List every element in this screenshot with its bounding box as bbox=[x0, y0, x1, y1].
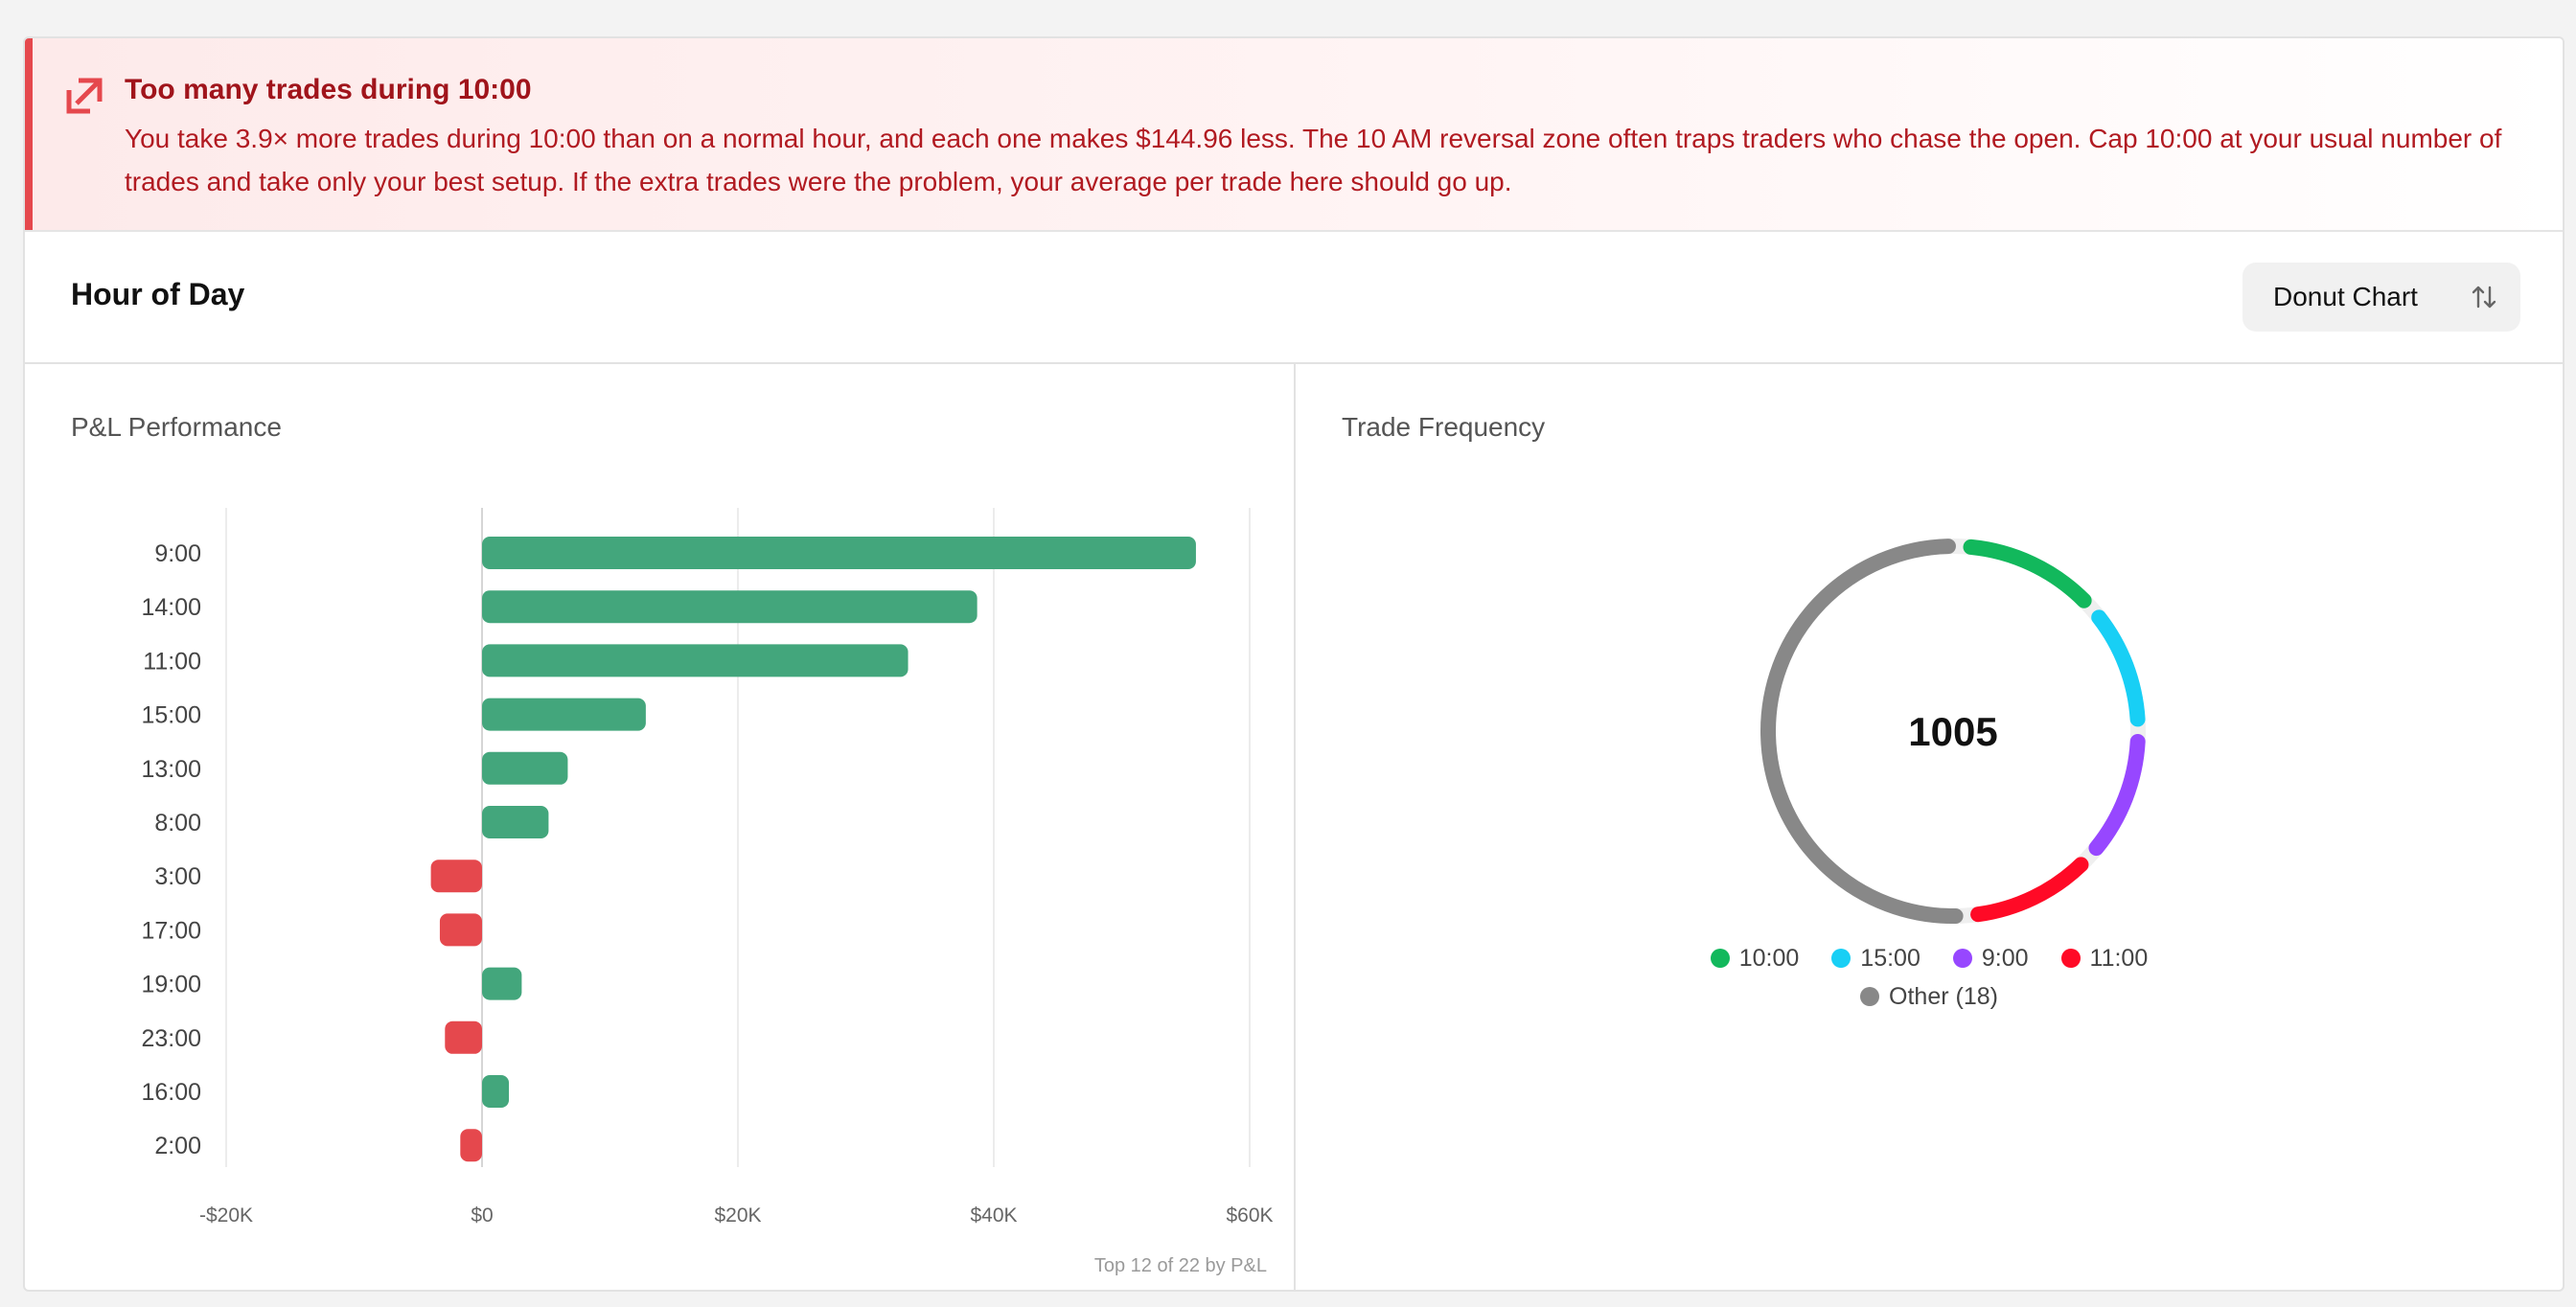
pnl-bar-chart: -$20K $0 $20K $40K $60K 9:00 14:00 11:00 15:00 13… bbox=[141, 508, 1274, 1227]
hour-of-day-card: Too many trades during 10:00 You take 3.… bbox=[23, 36, 2564, 1292]
x-tick-label: $40K bbox=[970, 1204, 1017, 1227]
chart-type-toggle-button[interactable]: Donut Chart bbox=[2242, 263, 2520, 332]
y-category-label: 13:00 bbox=[141, 756, 201, 783]
y-category-label: 17:00 bbox=[141, 917, 201, 944]
legend-row: Other (18) bbox=[1296, 977, 2563, 1016]
pnl-bar[interactable] bbox=[482, 698, 646, 731]
donut-slice[interactable] bbox=[2091, 609, 2146, 727]
arrow-up-right-box-icon bbox=[66, 78, 103, 114]
y-category-label: 2:00 bbox=[154, 1133, 201, 1159]
x-tick-label: $20K bbox=[714, 1204, 761, 1227]
section-title: Hour of Day bbox=[71, 277, 245, 311]
trade-frequency-panel: Trade Frequency 1005 10:00 15:00 9:00 11:00… bbox=[1296, 364, 2563, 1290]
legend-item[interactable]: 11:00 bbox=[2060, 944, 2149, 973]
legend-swatch bbox=[1710, 949, 1730, 968]
pnl-bar[interactable] bbox=[482, 751, 568, 785]
legend-swatch bbox=[1831, 949, 1852, 968]
legend-label: 10:00 bbox=[1738, 944, 1800, 972]
donut-center-total: 1005 bbox=[1908, 709, 1997, 754]
pnl-bar[interactable] bbox=[439, 913, 482, 947]
y-category-label: 14:00 bbox=[141, 594, 201, 621]
legend-item[interactable]: 9:00 bbox=[1952, 944, 2029, 973]
pnl-bar[interactable] bbox=[445, 1020, 482, 1054]
y-category-label: 23:00 bbox=[141, 1025, 201, 1052]
pnl-footnote: Top 12 of 22 by P&L bbox=[1093, 1255, 1267, 1276]
donut-slice[interactable] bbox=[1970, 857, 2089, 923]
frequency-panel-title: Trade Frequency bbox=[1342, 412, 1546, 442]
y-category-label: 9:00 bbox=[154, 540, 201, 567]
donut-slice[interactable] bbox=[1963, 539, 2092, 608]
y-category-label: 16:00 bbox=[141, 1079, 201, 1106]
pnl-bar[interactable] bbox=[482, 590, 978, 624]
pnl-bar[interactable] bbox=[482, 806, 549, 838]
chart-type-label: Donut Chart bbox=[2273, 282, 2418, 311]
y-category-label: 8:00 bbox=[154, 810, 201, 837]
pnl-bar[interactable] bbox=[482, 967, 522, 1000]
donut-slice[interactable] bbox=[1760, 539, 1964, 924]
legend-row: 10:00 15:00 9:00 11:00 bbox=[1296, 939, 2563, 977]
donut-slice[interactable] bbox=[2088, 733, 2146, 857]
pnl-bar[interactable] bbox=[430, 860, 482, 893]
y-category-label: 11:00 bbox=[143, 648, 201, 675]
y-category-label: 15:00 bbox=[141, 702, 201, 729]
y-category-label: 19:00 bbox=[141, 972, 201, 998]
alert-message: You take 3.9× more trades during 10:00 t… bbox=[125, 124, 2502, 196]
x-tick-label: $60K bbox=[1226, 1204, 1273, 1227]
alert-title: Too many trades during 10:00 bbox=[125, 74, 532, 105]
pnl-bar[interactable] bbox=[482, 644, 908, 677]
trade-frequency-donut-chart: 1005 bbox=[1760, 539, 2146, 924]
legend-item[interactable]: 10:00 bbox=[1710, 944, 1800, 973]
legend-label: 9:00 bbox=[1981, 944, 2029, 972]
legend-item[interactable]: 15:00 bbox=[1831, 945, 1920, 973]
legend-swatch bbox=[1860, 987, 1880, 1006]
legend-item[interactable]: Other (18) bbox=[1860, 983, 1998, 1011]
donut-legend: 10:00 15:00 9:00 11:00 Other (18) bbox=[1296, 939, 2563, 1016]
pnl-bar[interactable] bbox=[460, 1129, 482, 1162]
legend-label: 11:00 bbox=[2089, 944, 2149, 972]
legend-swatch bbox=[1952, 949, 1972, 968]
x-tick-label: $0 bbox=[471, 1204, 493, 1227]
insight-alert: Too many trades during 10:00 You take 3.… bbox=[25, 38, 2563, 232]
x-tick-label: -$20K bbox=[199, 1204, 253, 1227]
pnl-bar[interactable] bbox=[482, 537, 1196, 569]
y-category-label: 3:00 bbox=[154, 863, 201, 890]
pnl-panel-title: P&L Performance bbox=[71, 412, 282, 442]
pnl-performance-panel: P&L Performance -$20K $0 $20K $40K $60K 9:00 1… bbox=[25, 364, 1296, 1290]
legend-label: 15:00 bbox=[1860, 944, 1920, 972]
legend-swatch bbox=[2060, 949, 2081, 968]
pnl-bar[interactable] bbox=[482, 1075, 510, 1108]
alert-accent-bar bbox=[25, 38, 33, 230]
sort-arrows-icon bbox=[2472, 286, 2496, 309]
section-header: Hour of Day Donut Chart bbox=[25, 232, 2563, 364]
legend-label: Other (18) bbox=[1889, 982, 1998, 1010]
